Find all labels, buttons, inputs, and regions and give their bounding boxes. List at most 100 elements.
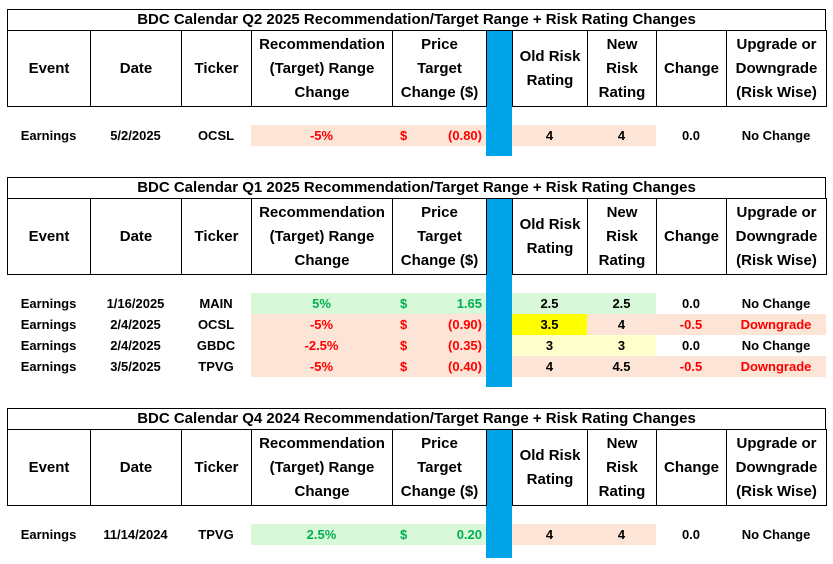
cell-new-risk: 4.5	[587, 356, 656, 377]
header-price-target: Price Target Change ($)	[392, 429, 487, 506]
section-title: BDC Calendar Q4 2024 Recommendation/Targ…	[7, 408, 826, 430]
cell-recommendation: 5%	[251, 293, 392, 314]
header-recommendation: Recommendation (Target) Range Change	[251, 429, 393, 506]
header-old-risk: Old Risk Rating	[512, 198, 588, 275]
header-upgrade: Upgrade or Downgrade (Risk Wise)	[726, 198, 827, 275]
cell-price-target: $0.20	[392, 524, 486, 545]
section-title: BDC Calendar Q2 2025 Recommendation/Targ…	[7, 9, 826, 31]
cell-change: 0.0	[681, 296, 701, 311]
cell-recommendation: -5%	[251, 356, 392, 377]
cell-change: 0.0	[681, 527, 701, 542]
header-table: Event Date Ticker Recommendation (Target)…	[7, 30, 827, 107]
cell-recommendation: 2.5%	[251, 524, 392, 545]
header-event: Event	[7, 198, 91, 275]
header-blue-separator	[486, 429, 513, 506]
table-row: Earnings 3/5/2025 TPVG -5% $ (0.40) 4 4.5…	[7, 356, 826, 377]
section-q2-2025: BDC Calendar Q2 2025 Recommendation/Targ…	[7, 9, 827, 159]
header-upgrade: Upgrade or Downgrade (Risk Wise)	[726, 30, 827, 107]
header-price-target: Price Target Change ($)	[392, 30, 487, 107]
header-table: Event Date Ticker Recommendation (Target)…	[7, 429, 827, 506]
cell-date: 2/4/2025	[110, 317, 161, 332]
cell-upgrade: No Change	[741, 338, 811, 353]
cell-event: Earnings	[20, 527, 77, 542]
cell-upgrade: No Change	[741, 128, 811, 143]
header-blue-separator	[486, 198, 513, 275]
cell-date: 5/2/2025	[110, 128, 161, 143]
header-price-target: Price Target Change ($)	[392, 198, 487, 275]
cell-upgrade: Downgrade	[726, 314, 826, 335]
cell-recommendation: -5%	[251, 125, 392, 146]
cell-recommendation: -2.5%	[251, 335, 392, 356]
cell-old-risk: 2.5	[512, 293, 587, 314]
cell-price-target: $ (0.80)	[392, 125, 486, 146]
cell-event: Earnings	[20, 296, 77, 311]
cell-change: 0.0	[681, 128, 701, 143]
cell-price-target: $ (0.35)	[392, 335, 486, 356]
header-new-risk: New Risk Rating	[587, 30, 657, 107]
header-blue-separator	[486, 30, 513, 107]
header-recommendation: Recommendation (Target) Range Change	[251, 198, 393, 275]
cell-price-target: $ (0.40)	[392, 356, 486, 377]
header-date: Date	[90, 198, 182, 275]
cell-date: 3/5/2025	[110, 359, 161, 374]
cell-ticker: OCSL	[197, 128, 235, 143]
cell-new-risk: 3	[587, 335, 656, 356]
header-old-risk: Old Risk Rating	[512, 30, 588, 107]
header-upgrade: Upgrade or Downgrade (Risk Wise)	[726, 429, 827, 506]
section-q4-2024: BDC Calendar Q4 2024 Recommendation/Targ…	[7, 408, 827, 560]
header-new-risk: New Risk Rating	[587, 198, 657, 275]
header-old-risk: Old Risk Rating	[512, 429, 588, 506]
header-table: Event Date Ticker Recommendation (Target)…	[7, 198, 827, 275]
cell-new-risk: 4	[587, 524, 656, 545]
cell-upgrade: No Change	[741, 296, 811, 311]
cell-event: Earnings	[20, 128, 77, 143]
cell-ticker: GBDC	[196, 338, 236, 353]
cell-event: Earnings	[20, 338, 77, 353]
cell-ticker: TPVG	[198, 527, 234, 542]
header-date: Date	[90, 30, 182, 107]
cell-change: 0.0	[681, 338, 701, 353]
table-row: Earnings 2/4/2025 GBDC -2.5% $ (0.35) 3 3…	[7, 335, 826, 356]
cell-upgrade: No Change	[741, 527, 811, 542]
cell-upgrade: Downgrade	[726, 356, 826, 377]
cell-old-risk: 4	[512, 356, 587, 377]
table-row: Earnings 2/4/2025 OCSL -5% $ (0.90) 3.5 4…	[7, 314, 826, 335]
cell-recommendation: -5%	[251, 314, 392, 335]
cell-price-target: $1.65	[392, 293, 486, 314]
cell-new-risk: 4	[587, 314, 656, 335]
cell-old-risk: 3	[512, 335, 587, 356]
cell-ticker: OCSL	[197, 317, 235, 332]
cell-change: -0.5	[656, 356, 726, 377]
cell-date: 2/4/2025	[110, 338, 161, 353]
cell-event: Earnings	[20, 317, 77, 332]
header-ticker: Ticker	[181, 198, 252, 275]
cell-ticker: MAIN	[199, 296, 233, 311]
header-ticker: Ticker	[181, 30, 252, 107]
cell-event: Earnings	[20, 359, 77, 374]
section-q1-2025: BDC Calendar Q1 2025 Recommendation/Targ…	[7, 177, 827, 392]
cell-change: -0.5	[656, 314, 726, 335]
table-row: Earnings 11/14/2024 TPVG 2.5% $0.20 4 4 …	[7, 524, 826, 545]
data-table: Earnings 1/16/2025 MAIN 5% $1.65 2.5 2.5…	[7, 293, 826, 377]
cell-date: 11/14/2024	[103, 527, 168, 542]
cell-old-risk: 4	[512, 524, 587, 545]
cell-old-risk: 4	[512, 125, 587, 146]
cell-ticker: TPVG	[198, 359, 234, 374]
header-ticker: Ticker	[181, 429, 252, 506]
header-change: Change	[656, 30, 727, 107]
data-table: Earnings 11/14/2024 TPVG 2.5% $0.20 4 4 …	[7, 524, 826, 545]
section-title: BDC Calendar Q1 2025 Recommendation/Targ…	[7, 177, 826, 199]
cell-new-risk: 4	[587, 125, 656, 146]
table-row: Earnings 1/16/2025 MAIN 5% $1.65 2.5 2.5…	[7, 293, 826, 314]
header-change: Change	[656, 198, 727, 275]
cell-price-target: $ (0.90)	[392, 314, 486, 335]
header-new-risk: New Risk Rating	[587, 429, 657, 506]
header-date: Date	[90, 429, 182, 506]
cell-date: 1/16/2025	[106, 296, 165, 311]
cell-new-risk: 2.5	[587, 293, 656, 314]
header-event: Event	[7, 30, 91, 107]
table-row: Earnings 5/2/2025 OCSL -5% $ (0.80) 4 4 0…	[7, 125, 826, 146]
header-recommendation: Recommendation (Target) Range Change	[251, 30, 393, 107]
header-event: Event	[7, 429, 91, 506]
header-change: Change	[656, 429, 727, 506]
